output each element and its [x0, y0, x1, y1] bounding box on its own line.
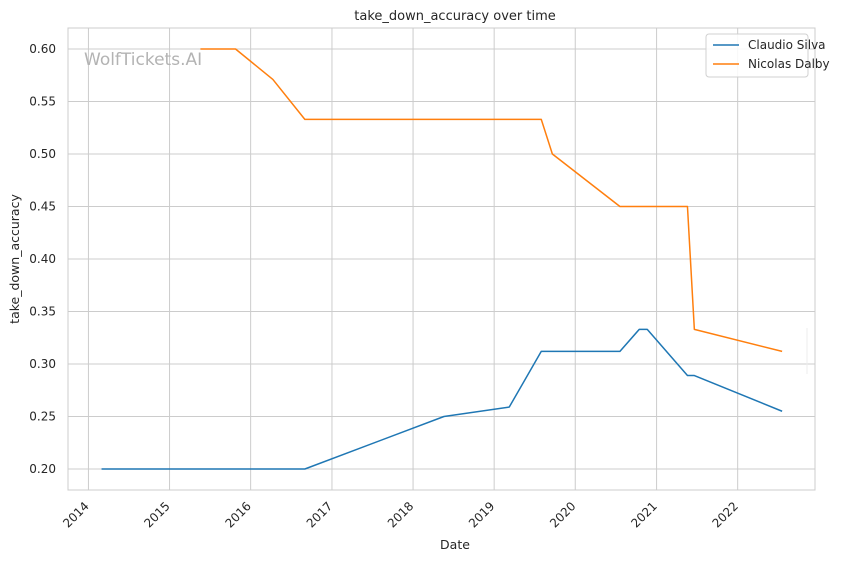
x-axis-title: Date [440, 537, 470, 552]
watermark: WolfTickets.AI [84, 50, 202, 70]
series-line-claudio-silva [101, 328, 783, 470]
y-tick-label: 0.45 [29, 200, 56, 214]
legend-label-nicolas-dalby: Nicolas Dalby [748, 57, 830, 71]
series-line-nicolas-dalby [200, 48, 783, 353]
y-tick-label: 0.40 [29, 252, 56, 266]
y-tick-label: 0.60 [29, 42, 56, 56]
y-axis-title: take_down_accuracy [7, 194, 22, 324]
y-tick-label: 0.20 [29, 462, 56, 476]
grid-lines [68, 28, 815, 490]
plot-frame [67, 27, 816, 491]
series-layer [101, 48, 783, 470]
legend: Claudio Silva Nicolas Dalby [705, 33, 830, 78]
legend-label-claudio-silva: Claudio Silva [748, 38, 826, 52]
y-axis-ticks: 0.20 0.25 0.30 0.35 0.40 0.45 0.50 0.55 0.60 [29, 42, 56, 476]
y-tick-label: 0.55 [29, 95, 56, 109]
y-tick-label: 0.30 [29, 357, 56, 371]
y-tick-label: 0.35 [29, 305, 56, 319]
y-tick-label: 0.50 [29, 147, 56, 161]
chart-title: take_down_accuracy over time [354, 9, 555, 24]
y-tick-label: 0.25 [29, 410, 56, 424]
